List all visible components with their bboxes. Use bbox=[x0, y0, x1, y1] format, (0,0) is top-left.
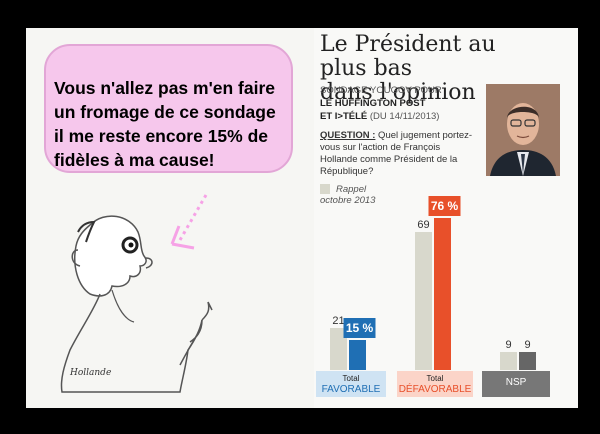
value-label-current-2: 9 bbox=[524, 339, 530, 351]
bar-current-1 bbox=[434, 218, 451, 370]
bar-current-0 bbox=[349, 340, 366, 370]
cartoon-drawing: Hollande bbox=[60, 194, 213, 393]
category-label-2: NSP bbox=[482, 371, 550, 397]
poll-line-1: SONDAGE YOUGOV POUR bbox=[320, 85, 442, 96]
legend-swatch-rappel bbox=[320, 184, 330, 195]
category-label-1: Total DÉFAVORABLE bbox=[397, 371, 473, 397]
poll-line-2: LE HUFFINGTON POST bbox=[320, 98, 426, 109]
value-box-current-0 bbox=[343, 318, 376, 338]
hair bbox=[77, 220, 96, 243]
bar-current-2 bbox=[519, 352, 536, 370]
question-text: Quel jugement portez-vous sur l'action d… bbox=[320, 130, 473, 177]
speech-bubble: Vous n'allez pas m'en faire un fromage d… bbox=[44, 44, 293, 173]
value-label-rappel-1: 69 bbox=[417, 219, 429, 231]
category-label-top-0: Total bbox=[342, 374, 360, 383]
category-label-0: Total FAVORABLE bbox=[316, 371, 386, 397]
question-label: QUESTION : bbox=[320, 130, 376, 141]
bar-rappel-0 bbox=[330, 328, 347, 370]
collar bbox=[111, 289, 135, 323]
ear bbox=[71, 249, 81, 267]
bar-rappel-2 bbox=[500, 352, 517, 370]
value-label-rappel-2: 9 bbox=[505, 339, 511, 351]
head-outline bbox=[74, 215, 147, 297]
bar-rappel-1 bbox=[415, 232, 432, 370]
poll-question: QUESTION : Quel jugement portez-vous sur… bbox=[320, 130, 480, 178]
signature: Hollande bbox=[69, 368, 111, 378]
value-label-current-1: 76 % bbox=[431, 199, 459, 213]
chart-legend: Rappel octobre 2013 bbox=[320, 184, 375, 206]
article-title: Le Président au plus bas dans l'opinion bbox=[320, 32, 496, 105]
president-photo bbox=[486, 84, 560, 176]
value-box-current-1 bbox=[428, 196, 461, 216]
value-label-rappel-0: 21 bbox=[332, 315, 344, 327]
legend-label-rappel: Rappel bbox=[336, 184, 367, 195]
category-label-top-1: Total bbox=[426, 374, 444, 383]
poll-source: SONDAGE YOUGOV POUR LE HUFFINGTON POST E… bbox=[320, 84, 442, 123]
category-label-bottom-0: FAVORABLE bbox=[321, 384, 381, 395]
value-label-current-0: 15 % bbox=[346, 321, 374, 335]
legend-label-date: octobre 2013 bbox=[320, 195, 376, 206]
category-label-bottom-1: DÉFAVORABLE bbox=[398, 384, 472, 395]
speech-bubble-text: Vous n'allez pas m'en faire un fromage d… bbox=[54, 78, 276, 170]
bubble-pointer-dots bbox=[178, 194, 208, 241]
poll-line-3a: ET I>TÉLÉ bbox=[320, 111, 368, 122]
arm bbox=[179, 301, 213, 366]
bubble-pointer-arrow bbox=[170, 225, 195, 250]
category-label-bottom-2: NSP bbox=[505, 377, 527, 388]
poll-line-3b: (DU 14/11/2013) bbox=[367, 111, 440, 122]
